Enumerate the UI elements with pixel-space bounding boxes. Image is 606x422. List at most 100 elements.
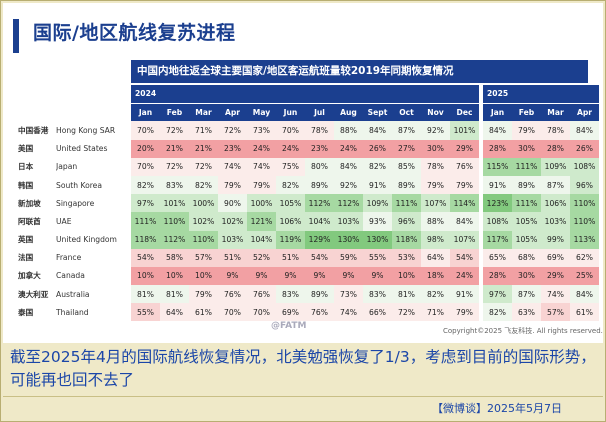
table-row: 日本 Japan 70% 72% 72% 74% 74% 75% 80% 84% 82% 85% 78%… xyxy=(18,157,599,176)
value-cell: 109% xyxy=(363,194,392,213)
value-cell: 100% xyxy=(189,194,218,213)
value-cell: 74% xyxy=(247,157,276,176)
month-header: May xyxy=(247,102,276,122)
header-blank xyxy=(56,103,131,122)
value-cell: 76% xyxy=(218,285,247,304)
value-cell: 97% xyxy=(483,285,512,304)
value-cell: 112% xyxy=(334,194,363,213)
value-cell: 110% xyxy=(570,212,599,231)
country-name-en: Japan xyxy=(56,162,78,172)
country-name-en: United Kingdom xyxy=(56,235,117,245)
value-cell: 24% xyxy=(334,139,363,158)
value-cell: 10% xyxy=(160,266,189,286)
value-cell: 83% xyxy=(160,175,189,195)
country-name-en: Singapore xyxy=(56,198,95,208)
value-cell: 118% xyxy=(392,230,421,249)
value-cell: 53% xyxy=(392,248,421,267)
value-cell: 102% xyxy=(189,212,218,231)
year-gap xyxy=(479,266,483,286)
value-cell: 83% xyxy=(363,285,392,304)
value-cell: 79% xyxy=(450,175,479,195)
value-cell: 24% xyxy=(276,139,305,158)
value-cell: 58% xyxy=(160,248,189,267)
value-cell: 93% xyxy=(363,212,392,231)
value-cell: 72% xyxy=(160,157,189,176)
value-cell: 76% xyxy=(305,303,334,322)
country-name-en: Hong Kong SAR xyxy=(56,125,116,135)
value-cell: 108% xyxy=(483,212,512,231)
year-label-2025: 2025 xyxy=(483,85,599,104)
value-cell: 9% xyxy=(363,266,392,286)
table-row: 美国 United States 20% 21% 21% 23% 24% 24% 23% 24% 2… xyxy=(18,139,599,158)
value-cell: 109% xyxy=(541,157,570,176)
value-cell: 68% xyxy=(512,248,541,267)
value-cell: 91% xyxy=(483,175,512,195)
value-cell: 82% xyxy=(363,157,392,176)
value-cell: 91% xyxy=(450,285,479,304)
header-blank xyxy=(18,85,56,104)
value-cell: 52% xyxy=(247,248,276,267)
value-cell: 89% xyxy=(392,175,421,195)
value-cell: 72% xyxy=(160,121,189,140)
value-cell: 74% xyxy=(218,157,247,176)
country-name-en: France xyxy=(56,253,82,263)
country-name-en: Australia xyxy=(56,289,90,299)
value-cell: 130% xyxy=(334,230,363,249)
value-cell: 79% xyxy=(189,285,218,304)
value-cell: 20% xyxy=(131,139,160,158)
value-cell: 103% xyxy=(334,212,363,231)
value-cell: 79% xyxy=(450,303,479,322)
value-cell: 111% xyxy=(131,212,160,231)
value-cell: 62% xyxy=(570,248,599,267)
value-cell: 57% xyxy=(189,248,218,267)
table-row: 澳大利亚 Australia 81% 81% 79% 76% 76% 83% 89% 73% 83%… xyxy=(18,285,599,304)
country-name-cn: 英国 xyxy=(18,235,34,245)
value-cell: 72% xyxy=(392,303,421,322)
value-cell: 29% xyxy=(541,266,570,286)
country-name-cn: 泰国 xyxy=(18,307,34,317)
year-gap xyxy=(479,212,483,231)
value-cell: 108% xyxy=(570,157,599,176)
value-cell: 26% xyxy=(570,139,599,158)
value-cell: 9% xyxy=(218,266,247,286)
value-cell: 9% xyxy=(334,266,363,286)
value-cell: 9% xyxy=(247,266,276,286)
value-cell: 72% xyxy=(189,157,218,176)
value-cell: 87% xyxy=(392,121,421,140)
value-cell: 82% xyxy=(421,285,450,304)
value-cell: 72% xyxy=(218,121,247,140)
value-cell: 111% xyxy=(512,157,541,176)
table-row: 阿联酋 UAE 111% 110% 102% 102% 121% 106% 104% 103% 93… xyxy=(18,212,599,231)
value-cell: 74% xyxy=(541,285,570,304)
header-blank xyxy=(18,103,56,122)
value-cell: 99% xyxy=(541,230,570,249)
value-cell: 121% xyxy=(247,212,276,231)
value-cell: 79% xyxy=(247,175,276,195)
caption-divider xyxy=(3,396,603,397)
value-cell: 97% xyxy=(131,194,160,213)
month-header: Sept xyxy=(363,102,392,122)
year-gap xyxy=(479,85,483,104)
value-cell: 123% xyxy=(483,194,512,213)
value-cell: 119% xyxy=(276,230,305,249)
value-cell: 88% xyxy=(334,121,363,140)
value-cell: 73% xyxy=(247,121,276,140)
value-cell: 98% xyxy=(421,230,450,249)
value-cell: 83% xyxy=(276,285,305,304)
country-name-cn: 新加坡 xyxy=(18,198,41,208)
value-cell: 111% xyxy=(392,194,421,213)
country-name-en: South Korea xyxy=(56,180,103,190)
value-cell: 82% xyxy=(276,175,305,195)
value-cell: 65% xyxy=(483,248,512,267)
value-cell: 75% xyxy=(276,157,305,176)
month-header: Nov xyxy=(421,102,450,122)
table-row: 中国香港 Hong Kong SAR 70% 72% 71% 72% 73% 70% 78% 88… xyxy=(18,121,599,140)
value-cell: 84% xyxy=(570,285,599,304)
month-header: Apr xyxy=(218,102,247,122)
value-cell: 106% xyxy=(541,194,570,213)
table-row: 加拿大 Canada 10% 10% 10% 9% 9% 9% 9% 9% 9% 10% 18% 24% 2… xyxy=(18,266,599,286)
value-cell: 92% xyxy=(334,175,363,195)
value-cell: 10% xyxy=(189,266,218,286)
value-cell: 25% xyxy=(570,266,599,286)
value-cell: 105% xyxy=(512,212,541,231)
